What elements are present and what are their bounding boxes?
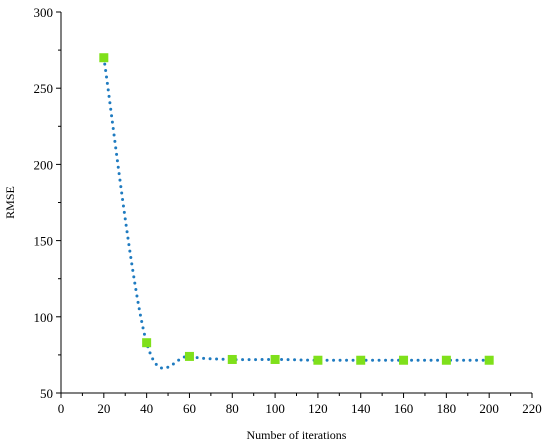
x-tick-label: 100 — [265, 401, 285, 416]
x-axis-label: Number of iterations — [247, 428, 347, 442]
x-tick-label: 0 — [58, 401, 65, 416]
x-tick-label: 40 — [140, 401, 153, 416]
x-tick-label: 60 — [183, 401, 196, 416]
x-ticks: 0 20 40 60 80 100 120 140 160 180 200 220 — [58, 393, 542, 416]
x-tick-label: 220 — [522, 401, 542, 416]
y-tick-label: 150 — [34, 234, 54, 249]
axes — [60, 12, 532, 394]
data-points — [99, 53, 494, 365]
data-point — [313, 355, 323, 365]
data-point — [142, 338, 152, 348]
x-tick-label: 120 — [308, 401, 328, 416]
x-tick-label: 200 — [479, 401, 499, 416]
data-point — [356, 355, 366, 365]
y-ticks: 50 100 150 200 250 300 — [34, 5, 61, 401]
data-point — [270, 354, 280, 364]
y-tick-label: 200 — [34, 157, 54, 172]
data-point — [184, 351, 194, 361]
data-point — [99, 53, 109, 63]
y-axis-label: RMSE — [3, 186, 17, 219]
x-tick-label: 80 — [226, 401, 239, 416]
data-point — [399, 355, 409, 365]
x-tick-label: 160 — [394, 401, 414, 416]
y-tick-label: 100 — [34, 310, 54, 325]
data-point — [441, 355, 451, 365]
data-point — [227, 354, 237, 364]
x-tick-label: 180 — [437, 401, 457, 416]
y-tick-label: 50 — [40, 386, 53, 401]
trend-line — [102, 56, 491, 370]
data-point — [484, 355, 494, 365]
x-tick-label: 140 — [351, 401, 371, 416]
y-tick-label: 300 — [34, 5, 54, 20]
x-tick-label: 20 — [97, 401, 110, 416]
trend-line-layer — [102, 56, 491, 370]
y-tick-label: 250 — [34, 81, 54, 96]
